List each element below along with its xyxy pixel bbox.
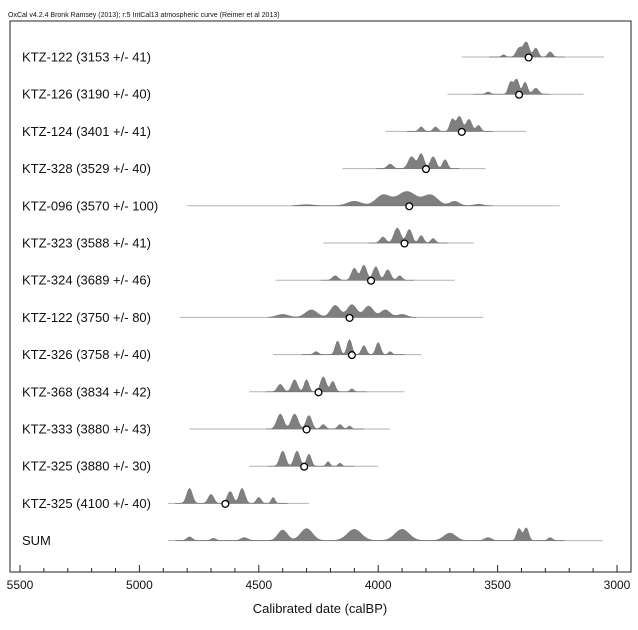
- x-tick-label: 5000: [126, 578, 153, 592]
- median-marker: [314, 388, 323, 397]
- probability-distribution: [291, 191, 493, 207]
- distribution-row: KTZ-325 (4100 +/- 40): [22, 488, 309, 511]
- row-label: KTZ-333 (3880 +/- 43): [22, 422, 151, 437]
- distribution-row: KTZ-325 (3880 +/- 30): [22, 450, 379, 474]
- row-label: KTZ-326 (3758 +/- 40): [22, 347, 151, 362]
- probability-distribution: [489, 41, 565, 58]
- row-label: KTZ-124 (3401 +/- 41): [22, 124, 151, 139]
- row-label: KTZ-122 (3153 +/- 41): [22, 50, 151, 65]
- row-label: KTZ-122 (3750 +/- 80): [22, 310, 151, 325]
- probability-distribution: [175, 527, 565, 541]
- x-tick-label: 4000: [365, 578, 392, 592]
- row-label: KTZ-368 (3834 +/- 42): [22, 384, 151, 399]
- distribution-row: KTZ-333 (3880 +/- 43): [22, 413, 391, 437]
- row-label: KTZ-324 (3689 +/- 46): [22, 273, 151, 288]
- median-marker: [515, 90, 524, 99]
- row-label: KTZ-126 (3190 +/- 40): [22, 87, 151, 102]
- probability-distribution: [375, 153, 460, 169]
- x-axis-label: Calibrated date (calBP): [253, 601, 387, 616]
- distribution-row: KTZ-122 (3153 +/- 41): [22, 41, 604, 65]
- probability-distribution: [268, 304, 417, 318]
- row-label: SUM: [22, 533, 51, 548]
- median-marker: [300, 462, 309, 471]
- probability-distribution: [266, 413, 364, 430]
- probability-distribution: [406, 116, 493, 132]
- median-marker: [302, 425, 311, 434]
- x-tick-label: 3000: [604, 578, 631, 592]
- probability-distribution: [268, 450, 355, 467]
- distribution-rows: KTZ-122 (3153 +/- 41) KTZ-126 (3190 +/- 4…: [22, 41, 604, 548]
- distribution-row: KTZ-124 (3401 +/- 41): [22, 116, 527, 139]
- probability-distribution: [368, 227, 448, 244]
- distribution-row: KTZ-326 (3758 +/- 40): [22, 339, 422, 362]
- probability-distribution: [301, 339, 405, 355]
- distribution-row: KTZ-324 (3689 +/- 46): [22, 264, 455, 288]
- chart-header: OxCal v4.2.4 Bronk Ramsey (2013); r:5 In…: [8, 12, 280, 19]
- median-marker: [524, 53, 533, 62]
- distribution-row: KTZ-096 (3570 +/- 100): [22, 191, 560, 213]
- distribution-row: KTZ-368 (3834 +/- 42): [22, 376, 405, 399]
- row-label: KTZ-096 (3570 +/- 100): [22, 198, 158, 213]
- median-marker: [345, 313, 354, 322]
- row-label: KTZ-325 (3880 +/- 30): [22, 459, 151, 474]
- row-label: KTZ-328 (3529 +/- 40): [22, 161, 151, 176]
- row-label: KTZ-325 (4100 +/- 40): [22, 496, 151, 511]
- median-marker: [457, 127, 466, 136]
- distribution-row: SUM: [22, 527, 603, 548]
- median-marker: [421, 165, 431, 174]
- plot-frame: [9, 20, 632, 573]
- distribution-row: KTZ-323 (3588 +/- 41): [22, 227, 474, 251]
- x-tick-label: 3500: [484, 578, 511, 592]
- distribution-row: KTZ-126 (3190 +/- 40): [22, 78, 584, 102]
- row-label: KTZ-323 (3588 +/- 41): [22, 236, 151, 251]
- median-marker: [221, 499, 230, 508]
- median-marker: [400, 239, 409, 248]
- x-axis: 5500 5000 4500 4000 3500 3000: [7, 565, 631, 592]
- distribution-row: KTZ-328 (3529 +/- 40): [22, 153, 486, 176]
- x-tick-label: 4500: [245, 578, 272, 592]
- probability-distribution: [320, 264, 414, 281]
- probability-distribution: [175, 488, 288, 504]
- distribution-row: KTZ-122 (3750 +/- 80): [22, 304, 484, 325]
- median-marker: [347, 351, 356, 360]
- median-marker: [366, 276, 376, 285]
- x-tick-label: 5500: [7, 578, 34, 592]
- median-marker: [405, 202, 414, 211]
- probability-distribution: [473, 78, 551, 95]
